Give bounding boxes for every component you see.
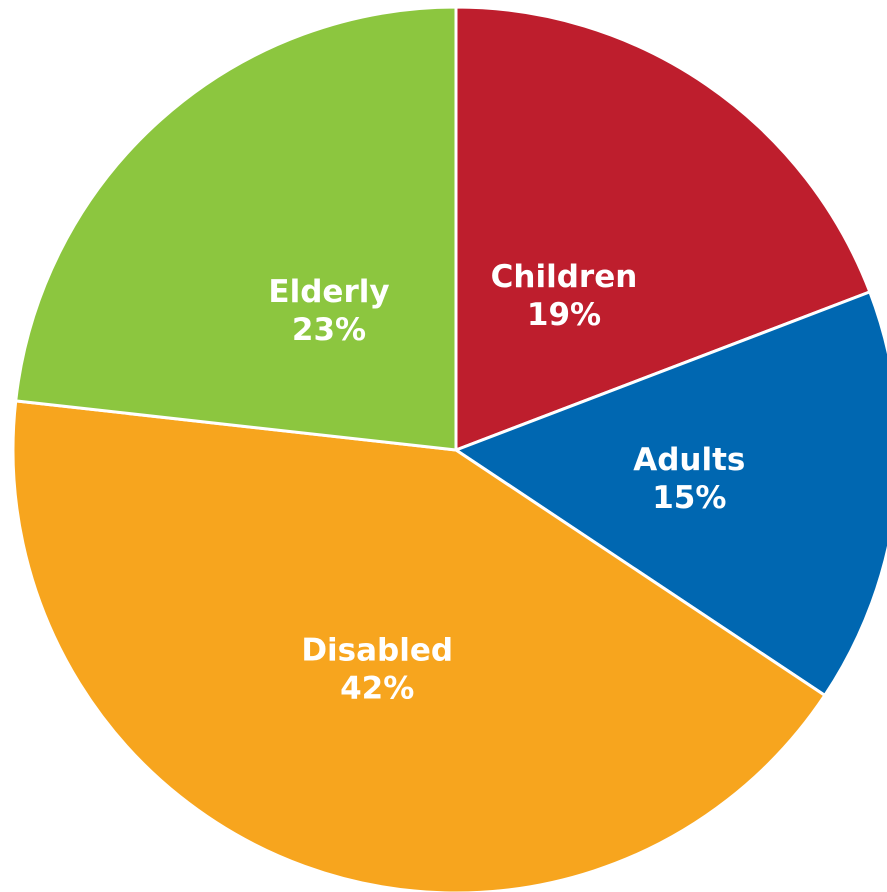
slice-name-elderly: Elderly [268, 274, 389, 310]
pie-slices [11, 5, 887, 892]
slice-label-children: Children 19% [491, 259, 638, 333]
slice-label-disabled: Disabled 42% [301, 633, 453, 707]
pie-slice-elderly [14, 5, 458, 452]
slice-name-disabled: Disabled [301, 633, 453, 669]
slice-percent-disabled: 42% [340, 671, 414, 707]
slice-label-adults: Adults 15% [633, 442, 745, 516]
slice-percent-children: 19% [527, 297, 601, 333]
slice-label-elderly: Elderly 23% [268, 274, 389, 348]
pie-labels: Children 19% Adults 15% Disabled 42% Elderly 23… [268, 259, 745, 706]
pie-slice-adults [454, 290, 887, 697]
slice-percent-adults: 15% [652, 480, 726, 516]
slice-percent-elderly: 23% [292, 312, 366, 348]
pie-slice-children [454, 5, 872, 452]
slice-name-adults: Adults [633, 442, 745, 478]
slice-name-children: Children [491, 259, 638, 295]
pie-slice-disabled [11, 399, 827, 892]
